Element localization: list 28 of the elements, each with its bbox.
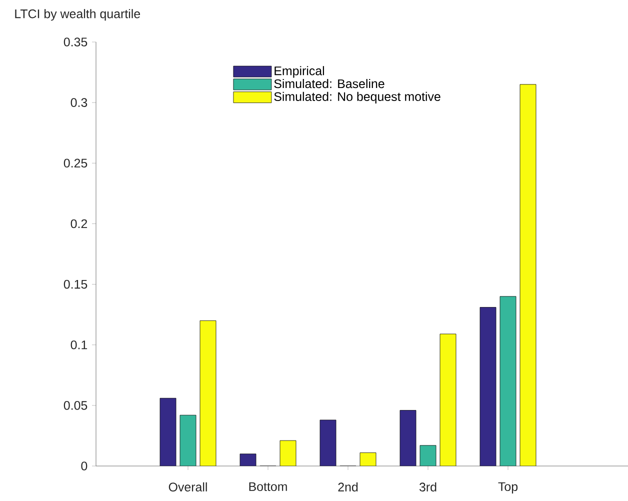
y-tick-label: 0.1 — [70, 340, 88, 350]
x-tick-label: Top — [498, 482, 518, 494]
x-tick-label: 2nd — [338, 482, 358, 492]
y-tick-label: 0.25 — [64, 158, 88, 168]
legend-label: Simulated: Baseline — [274, 78, 384, 88]
bar — [420, 445, 436, 466]
bar — [320, 420, 336, 466]
y-tick-label: 0.05 — [64, 401, 88, 410]
x-tick-label: 3rd — [419, 482, 436, 492]
bar — [280, 440, 296, 466]
bar — [400, 410, 416, 466]
bar — [200, 320, 216, 466]
y-tick-label: 0 — [81, 462, 88, 470]
legend-label: Simulated: No bequest motive — [274, 92, 440, 104]
legend-label: Empirical — [274, 66, 324, 78]
bar — [480, 307, 496, 466]
bar — [160, 398, 176, 466]
y-tick-label: 0.2 — [70, 219, 88, 228]
y-tick-label: 0.3 — [70, 98, 88, 107]
y-axis-title: LTCI by wealth quartile — [15, 9, 140, 21]
bar — [180, 414, 196, 466]
bar — [440, 334, 456, 466]
x-tick-label: Bottom — [249, 482, 287, 492]
bar — [500, 296, 516, 466]
y-tick-label: 0.15 — [64, 280, 88, 289]
x-tick-label: Overall — [168, 482, 207, 492]
y-tick-label: 0.35 — [64, 38, 88, 46]
bar — [520, 84, 536, 466]
